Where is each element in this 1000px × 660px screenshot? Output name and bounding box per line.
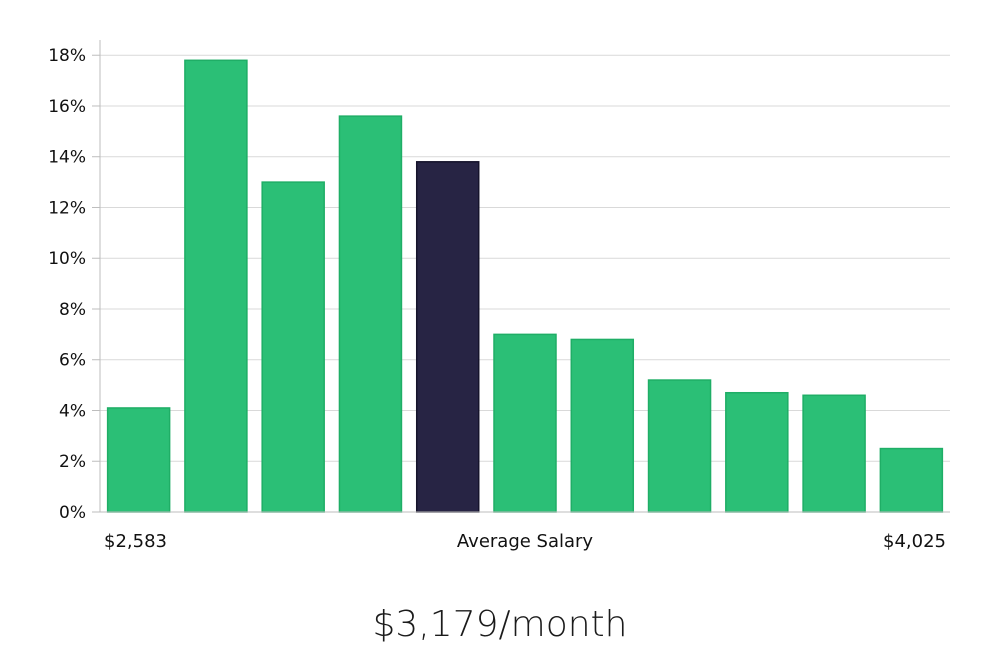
x-max-label: $4,025	[883, 531, 946, 552]
y-tick-label: 8%	[59, 300, 86, 320]
bar	[647, 379, 712, 513]
bar	[493, 333, 557, 513]
bar	[570, 338, 635, 513]
y-tick-label: 18%	[48, 46, 86, 66]
y-tick-label: 12%	[48, 198, 86, 218]
y-tick-label: 6%	[59, 351, 86, 371]
bar-average	[415, 161, 480, 513]
bars	[106, 59, 944, 513]
y-tick-label: 0%	[59, 503, 86, 523]
bar	[338, 115, 403, 513]
y-axis: 0% 2% 4% 6% 8% 10% 12% 14% 16% 18%	[48, 40, 101, 523]
x-center-label: Average Salary	[457, 531, 594, 552]
bar	[184, 59, 248, 513]
y-tick-label: 14%	[48, 148, 86, 168]
y-tick-label: 2%	[59, 452, 86, 472]
bar	[725, 391, 789, 513]
bar	[802, 394, 866, 513]
x-min-label: $2,583	[104, 531, 167, 552]
bar	[106, 407, 171, 513]
salary-histogram: 0% 2% 4% 6% 8% 10% 12% 14% 16% 18% $2,583 Average…	[48, 40, 950, 552]
y-tick-label: 10%	[48, 249, 86, 269]
average-salary-headline: $3,179/month	[372, 604, 628, 645]
bar	[879, 447, 944, 513]
y-tick-label: 16%	[48, 97, 86, 117]
y-tick-label: 4%	[59, 401, 86, 421]
bar	[261, 181, 325, 513]
